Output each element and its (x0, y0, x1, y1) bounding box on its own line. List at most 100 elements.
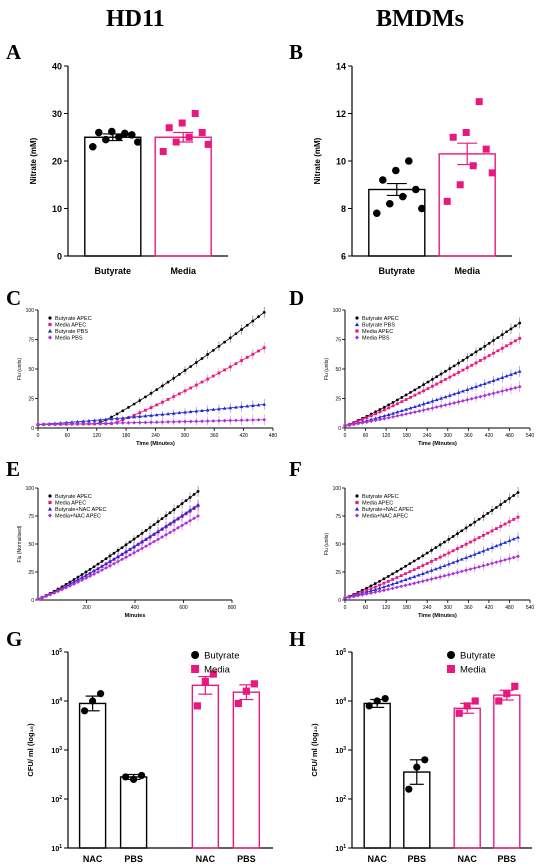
data-point (177, 392, 181, 396)
data-point (378, 417, 382, 422)
y-tick-label: 75 (335, 514, 341, 520)
bar (191, 684, 220, 849)
y-axis-label: Nitrate (mM) (29, 137, 38, 184)
data-point (156, 520, 160, 524)
y-tick-label: 103 (51, 746, 62, 755)
data-point (418, 204, 426, 213)
data-point (496, 349, 500, 353)
series (343, 332, 522, 428)
data-point (206, 377, 210, 381)
data-point (250, 680, 258, 688)
panel-b: 6 8 10 12 14 Nitrate (mM) Butyrate Media (313, 62, 512, 276)
x-tick-label: PBS (408, 854, 427, 864)
data-point (382, 581, 386, 585)
data-point (430, 548, 433, 552)
data-point (98, 418, 103, 422)
data-point (481, 549, 486, 553)
data-point (234, 362, 238, 366)
data-point (439, 404, 443, 408)
data-point (196, 514, 200, 518)
data-point (474, 395, 478, 400)
data-point (442, 563, 447, 568)
data-point (387, 406, 391, 410)
x-tick-label: 60 (363, 433, 369, 439)
data-point (204, 140, 212, 148)
panel-letter-c: C (6, 286, 22, 310)
x-tick-label: 300 (181, 433, 190, 439)
data-point (386, 574, 390, 578)
data-point (160, 517, 164, 521)
data-point (405, 157, 413, 165)
legend-marker (48, 316, 52, 320)
data-point (444, 378, 447, 381)
data-point (120, 546, 124, 550)
x-tick-label: 240 (151, 433, 160, 439)
data-point (409, 395, 412, 399)
x-tick-label: 60 (363, 605, 369, 611)
legend-marker (47, 335, 53, 340)
data-point (451, 535, 455, 538)
data-point (455, 570, 460, 575)
data-point (500, 375, 505, 379)
data-point (166, 411, 170, 416)
data-point (97, 690, 105, 698)
data-point (404, 398, 408, 401)
data-point (194, 409, 199, 413)
data-point (81, 419, 86, 423)
bar (154, 136, 212, 257)
series (36, 414, 267, 427)
data-point (245, 355, 249, 359)
data-point (461, 389, 465, 393)
data-point (112, 557, 116, 561)
data-point (176, 525, 180, 530)
data-point (166, 398, 170, 401)
data-point (115, 412, 119, 416)
data-point (507, 538, 512, 543)
series (343, 381, 522, 428)
data-point (149, 391, 153, 395)
data-point (143, 414, 148, 418)
data-point (108, 127, 116, 136)
series (36, 510, 200, 601)
data-point (412, 568, 416, 572)
data-point (68, 580, 72, 584)
data-point (468, 554, 473, 558)
data-point (422, 383, 426, 387)
data-point (478, 394, 483, 399)
data-point (426, 400, 430, 404)
data-point (396, 398, 399, 402)
y-tick-label: 75 (28, 338, 34, 344)
data-point (503, 540, 507, 544)
data-point (89, 697, 97, 705)
series (343, 531, 520, 600)
data-point (100, 559, 104, 563)
y-tick-label: 101 (51, 844, 62, 853)
x-tick-label: PBS (498, 854, 517, 864)
data-point (250, 418, 255, 422)
data-point (382, 577, 386, 581)
data-point (516, 535, 520, 539)
x-tick-label: 180 (122, 433, 131, 439)
data-point (86, 418, 91, 423)
data-point (138, 771, 146, 780)
data-point (75, 419, 80, 424)
data-point (434, 557, 438, 561)
x-tick-label: 180 (402, 605, 411, 611)
data-point (70, 422, 74, 426)
data-point (144, 408, 147, 412)
x-tick-label: NAC (367, 854, 387, 864)
data-point (494, 543, 499, 548)
legend-label: Butyrate PBS (55, 329, 88, 335)
data-point (148, 541, 152, 546)
data-point (420, 579, 425, 584)
data-point (412, 559, 416, 563)
data-point (399, 408, 404, 413)
data-point (121, 129, 129, 138)
legend-label-media: Media (460, 665, 487, 676)
data-point (262, 310, 266, 314)
data-point (80, 573, 84, 576)
data-point (461, 398, 465, 403)
panel-a: 0 10 20 30 40 Nitrate (mM) Butyrate Media (29, 62, 228, 276)
data-point (70, 420, 74, 424)
data-point (422, 389, 426, 393)
